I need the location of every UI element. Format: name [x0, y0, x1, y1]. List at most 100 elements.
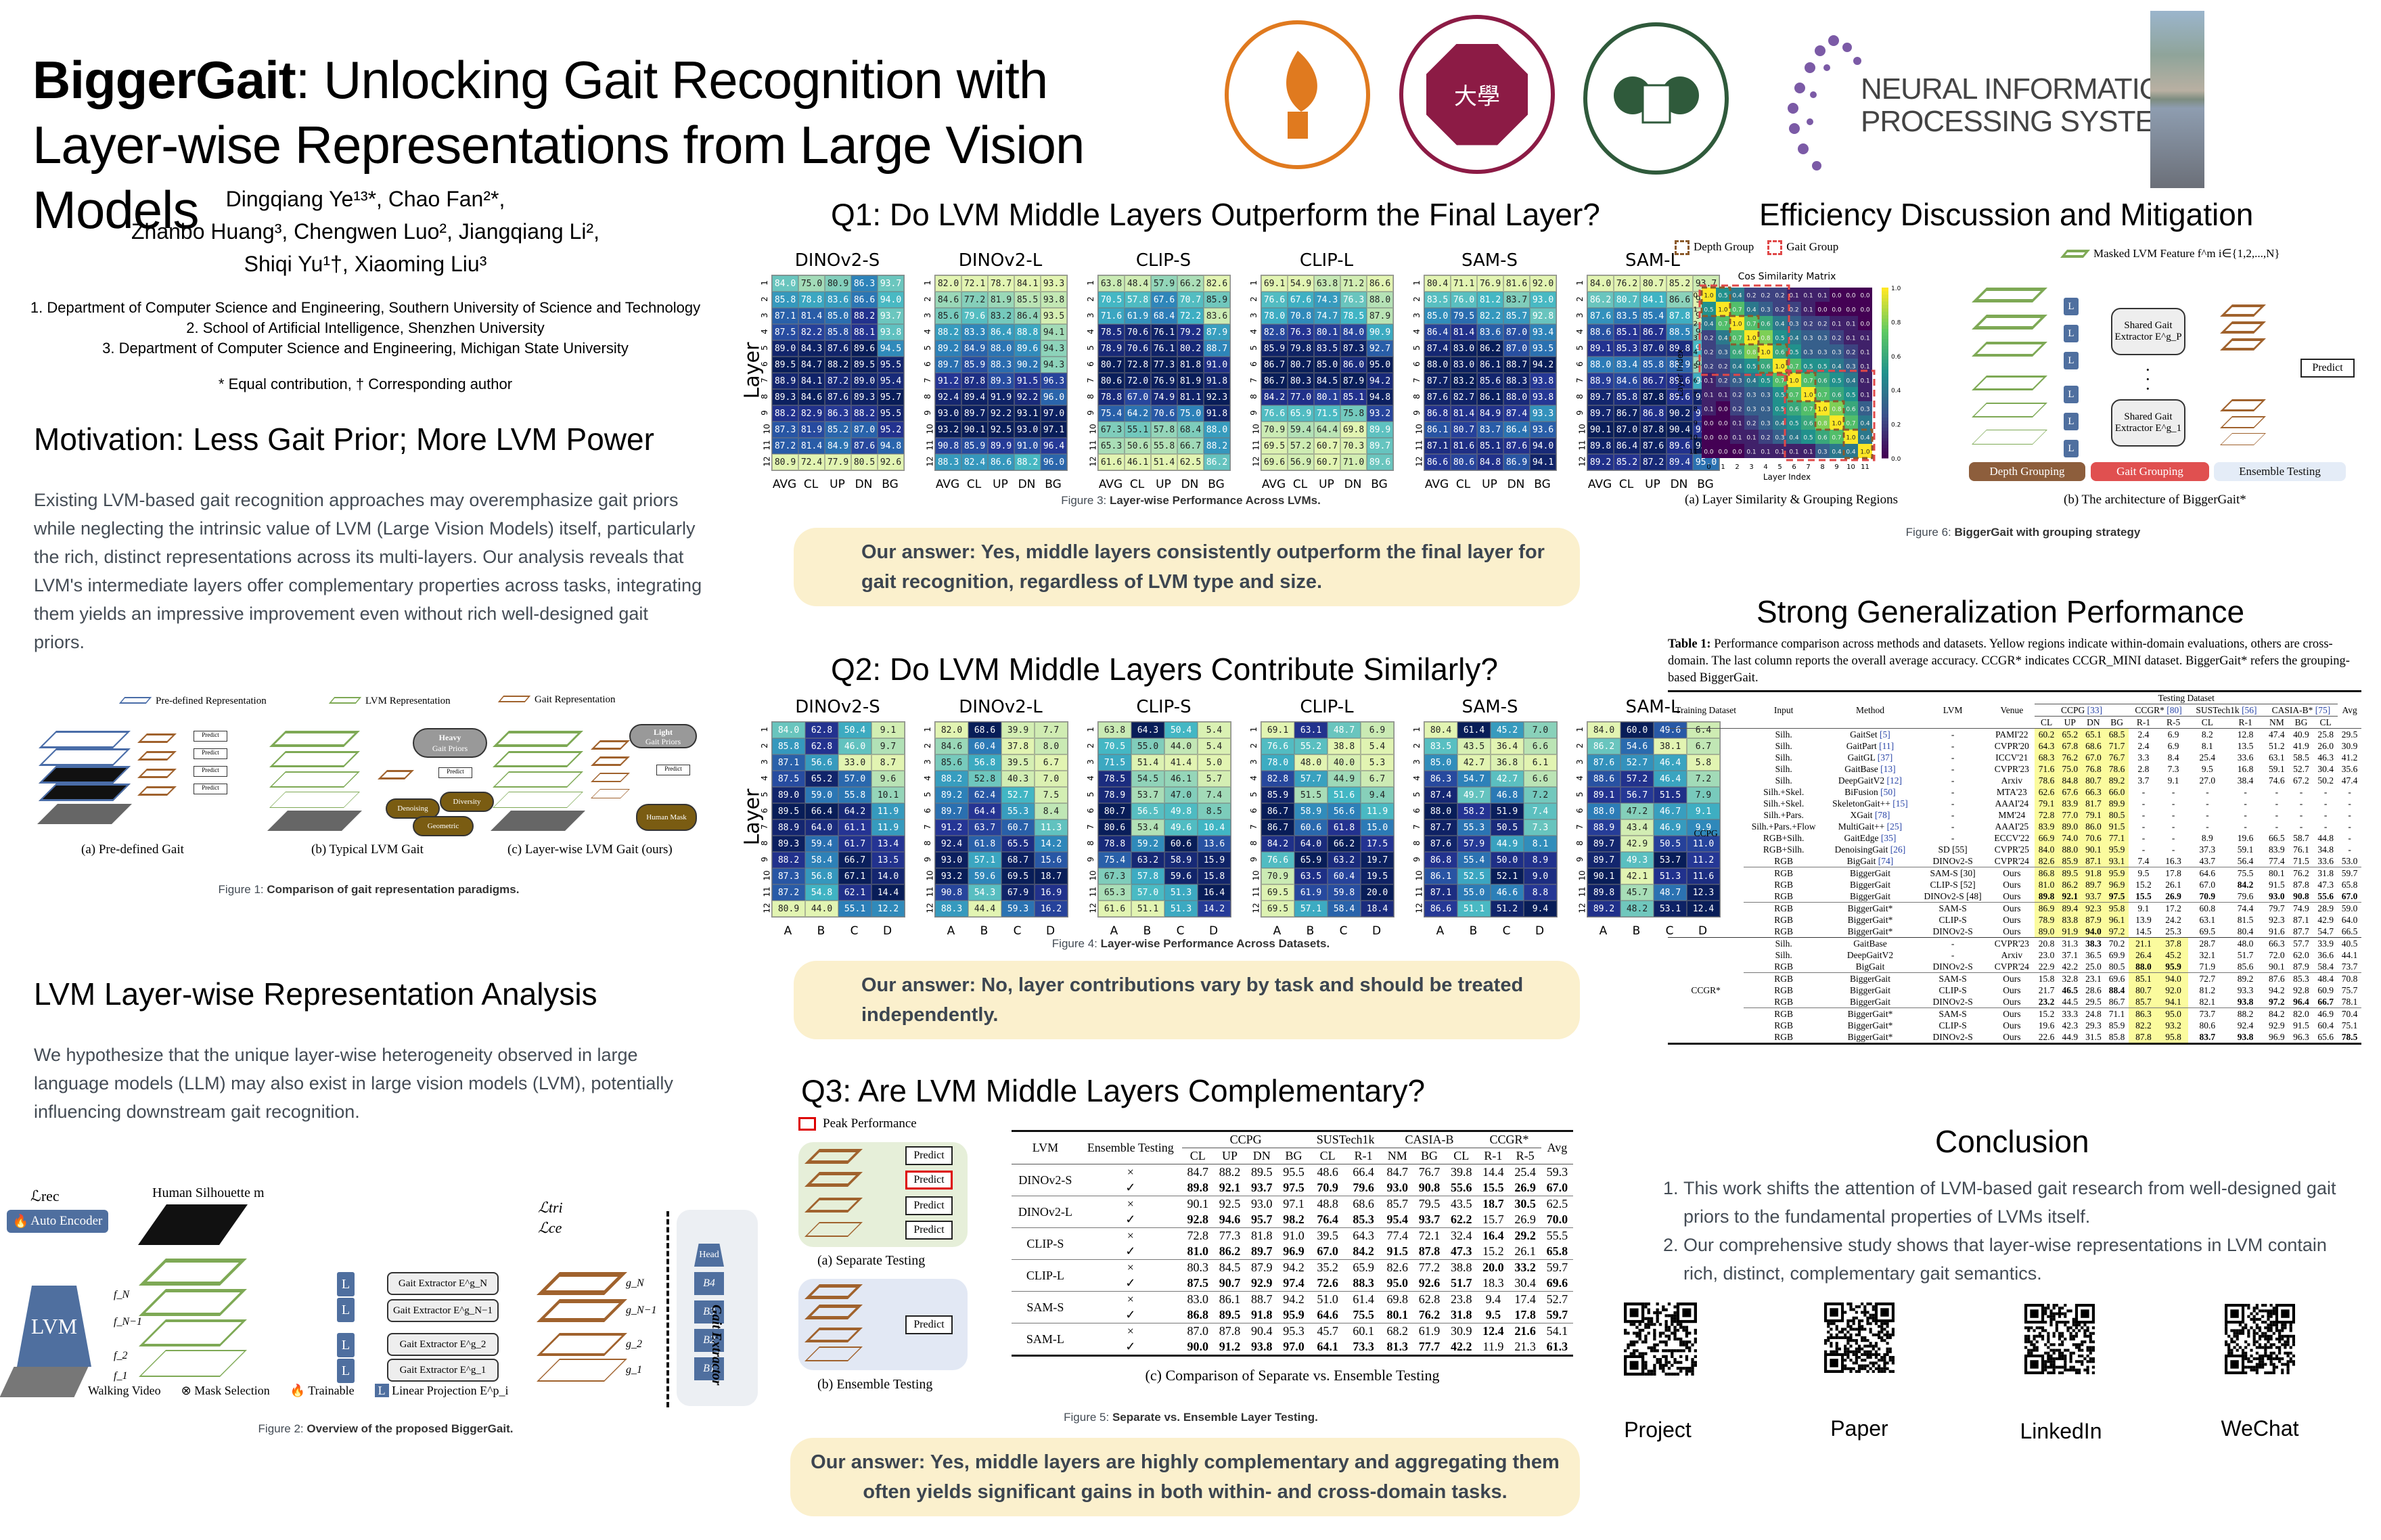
heatmap-cell: 14.2 — [1198, 901, 1231, 917]
heatmap-cell: 65.3 — [1098, 884, 1131, 901]
citation-link[interactable]: [35] — [1880, 833, 1897, 843]
qr-module — [2047, 1334, 2050, 1338]
neurips-wordmark: NEURAL INFORMATION PROCESSING SYSTEMS — [1861, 73, 2198, 138]
citation-link[interactable]: [11] — [1879, 741, 1895, 751]
value-cell: 6.9 — [2167, 729, 2179, 740]
citation-link[interactable]: [56] — [2242, 705, 2257, 715]
qr-module — [2055, 1326, 2058, 1330]
y-tick: 2 — [1085, 743, 1095, 748]
qr-module — [1872, 1353, 1875, 1357]
similarity-cell — [1702, 316, 1716, 330]
qr-module — [1638, 1334, 1641, 1338]
qr-module — [1874, 1344, 1878, 1348]
citation-link[interactable]: [26] — [1890, 844, 1906, 855]
value-cell: 19.6 — [2237, 833, 2254, 843]
gait-extractor-n-1: Gait Extractor E^g_N−1 — [387, 1299, 499, 1322]
qr-module — [1888, 1333, 1892, 1336]
citation-link[interactable]: [15] — [1892, 798, 1908, 809]
value-cell: 70.9 — [2199, 891, 2216, 901]
heatmap-cell: 87.0 — [1640, 340, 1666, 357]
heatmap-cell: 80.2 — [1177, 340, 1204, 357]
heatmap-cell: 95.5 — [878, 357, 904, 373]
citation-link[interactable]: [13] — [1880, 764, 1896, 774]
lvm-cell: SAM-S — [1938, 974, 1967, 984]
qr-wechat[interactable] — [2225, 1300, 2295, 1378]
y-tick: 2 — [922, 743, 932, 748]
grouping-legend: Depth Group Gait Group — [1675, 240, 1838, 256]
qr-module — [2058, 1343, 2062, 1346]
colorbar-segment — [1882, 454, 1888, 459]
citation-link[interactable]: [80] — [2167, 705, 2182, 715]
gait-output-layer — [2220, 338, 2266, 350]
value-cell: 73.3 — [1353, 1340, 1374, 1353]
citation-link[interactable]: [75] — [2315, 705, 2331, 715]
qr-module — [1869, 1367, 1872, 1370]
citation-link[interactable]: [5] — [1880, 729, 1890, 740]
heatmap-cell: 88.0 — [1367, 292, 1393, 308]
heatmap-cell: 86.1 — [1477, 357, 1503, 373]
qr-module — [1849, 1369, 1853, 1373]
qr-module — [1653, 1328, 1656, 1332]
heatmap-cell: 86.3 — [1424, 771, 1457, 787]
value-cell: 75.7 — [2341, 985, 2358, 995]
citation-link[interactable]: [12] — [1886, 775, 1903, 786]
qr-module — [2264, 1304, 2267, 1307]
value-cell: 87.8 — [2128, 1031, 2159, 1044]
input-cell: RGB — [1774, 915, 1794, 925]
neurips-line1: NEURAL INFORMATION — [1861, 72, 2183, 106]
qr-module — [2281, 1368, 2284, 1372]
qr-module — [1863, 1353, 1867, 1357]
value-cell: - — [2141, 798, 2146, 809]
heatmap-cell: 89.7 — [1587, 852, 1620, 868]
qr-paper[interactable] — [1824, 1298, 1895, 1378]
lvm-cell: CLIP-S — [1026, 1236, 1064, 1250]
citation-link[interactable]: [33] — [2087, 705, 2103, 715]
similarity-cell — [1844, 359, 1858, 373]
similarity-value: 0.0 — [1860, 321, 1870, 328]
citation-link[interactable]: [25] — [1886, 821, 1903, 832]
qr-module — [1671, 1332, 1674, 1335]
similarity-cell — [1716, 288, 1730, 302]
similarity-cell — [1801, 359, 1815, 373]
citation-link[interactable]: [50] — [1880, 787, 1896, 797]
ensemble-flag-no: × — [1127, 1229, 1134, 1242]
qr-module — [1653, 1363, 1656, 1367]
similarity-value: 0.7 — [1803, 407, 1813, 413]
similarity-cell — [1815, 344, 1830, 359]
qr-project[interactable] — [1624, 1299, 1697, 1379]
venue-cell: Ours — [2003, 974, 2021, 984]
lvm-layer — [493, 771, 583, 788]
qr-linkedin[interactable] — [2024, 1299, 2095, 1379]
col-header: CL — [1189, 1149, 1206, 1162]
lvm-cell: - — [1951, 752, 1955, 763]
qr-module — [1671, 1314, 1674, 1317]
qr-module — [2252, 1340, 2256, 1344]
heatmap-cell: 83.5 — [1614, 308, 1640, 324]
qr-module — [2255, 1351, 2259, 1355]
qr-module — [1679, 1349, 1683, 1353]
value-cell: 70.0 — [1546, 1213, 1568, 1226]
qr-module — [2284, 1343, 2287, 1346]
affiliations: 1. Department of Computer Science and En… — [0, 298, 731, 359]
heatmap-cell: 61.6 — [1098, 901, 1131, 917]
value-cell: 25.3 — [2165, 926, 2181, 936]
qr-module — [2272, 1365, 2275, 1369]
lvm-layer — [493, 751, 583, 767]
citation-link[interactable]: [74] — [1878, 856, 1894, 866]
qr-module — [2286, 1368, 2290, 1372]
qr-module — [2281, 1371, 2284, 1374]
qr-module — [1664, 1308, 1668, 1311]
citation-link[interactable]: [78] — [1874, 810, 1890, 820]
qr-module — [2292, 1337, 2295, 1341]
qr-module — [2255, 1304, 2259, 1307]
value-cell: - — [2141, 821, 2146, 832]
citation-link[interactable]: [37] — [1877, 752, 1893, 763]
input-cell: RGB — [1774, 974, 1794, 984]
col-header-lvm: LVM — [1032, 1141, 1059, 1154]
heatmap-cell: 84.1 — [798, 373, 825, 389]
value-cell: 32.4 — [1450, 1229, 1472, 1242]
qr-finder — [2230, 1360, 2239, 1369]
qr-module — [1835, 1342, 1838, 1345]
similarity-cell — [1730, 344, 1744, 359]
heatmap-cell: 51.9 — [1491, 803, 1524, 819]
